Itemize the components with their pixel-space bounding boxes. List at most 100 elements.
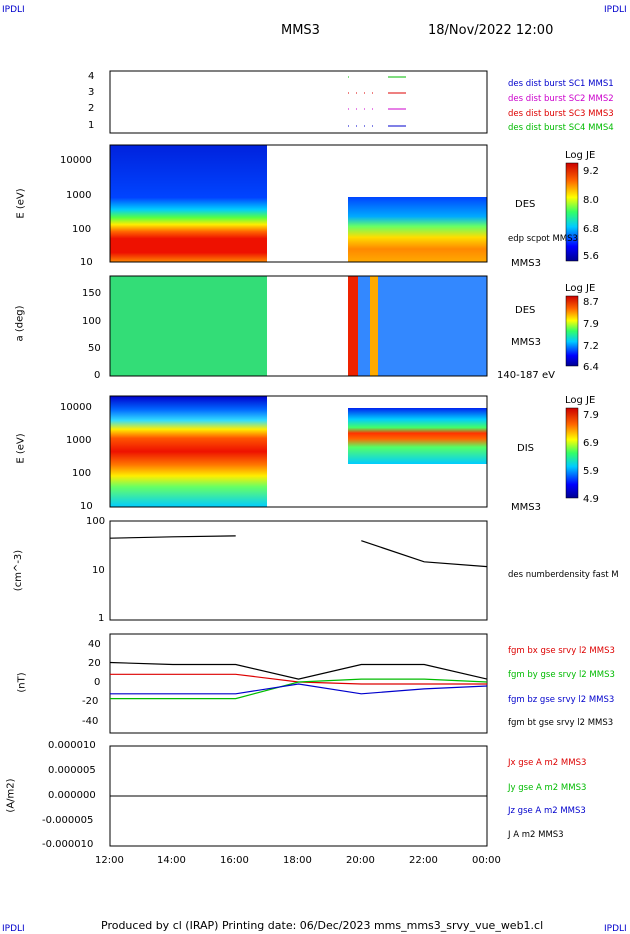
des-pitch-band [348, 276, 358, 376]
bfield-ytick: 0 [94, 677, 101, 688]
by-line [110, 678, 488, 700]
des-pitch-colorbar-tick: 6.4 [583, 362, 599, 373]
des-energy-colorbar-tick: 6.8 [583, 224, 599, 235]
des-pitch-band [370, 276, 378, 376]
corner-logo-bottom-left: IPDLI [2, 924, 25, 934]
current-ytick: 0.000010 [48, 740, 96, 751]
des-pitch-colorbar-title: Log JE [565, 283, 596, 294]
des-pitch-spectrogram-right [348, 276, 487, 376]
dis-energy-colorbar-tick: 7.9 [583, 410, 599, 421]
des-energy-colorbar-tick: 9.2 [583, 166, 599, 177]
current-panel [109, 745, 488, 847]
des-energy-panel [109, 144, 579, 263]
des-energy-instrument-label: DES [515, 199, 536, 210]
dis-energy-spectrogram-right [348, 408, 487, 464]
current-legend-jy: Jy gse A m2 MMS3 [508, 783, 587, 793]
des-energy-frame [109, 144, 488, 263]
bfield-ytick: 40 [88, 639, 101, 650]
bfield-ytick: -20 [82, 696, 99, 707]
current-ylabel: (A/m2) [5, 778, 17, 813]
des-pitch-spectrogram-left [110, 276, 267, 376]
dis-energy-spacecraft-label: MMS3 [511, 502, 541, 513]
dis-energy-frame [109, 395, 488, 508]
bfield-ylabel: (nT) [16, 672, 28, 693]
dis-energy-colorbar-tick: 5.9 [583, 466, 599, 477]
burst-legend-sc1: des dist burst SC1 MMS1 [508, 79, 614, 89]
density-ytick: 10 [92, 565, 105, 576]
des-energy-colorbar-tick: 5.6 [583, 251, 599, 262]
density-frame [109, 520, 488, 621]
density-ytick: 100 [86, 516, 106, 527]
des-pitch-frame [109, 275, 488, 377]
density-line [109, 535, 488, 568]
bz-line [110, 683, 488, 695]
burst-legend-sc2: des dist burst SC2 MMS2 [508, 94, 614, 104]
des-pitch-ytick: 0 [94, 370, 101, 381]
des-energy-ylabel: E (eV) [15, 188, 27, 219]
dis-energy-ylabel: E (eV) [15, 433, 27, 464]
footer-text: Produced by cl (IRAP) Printing date: 06/… [101, 919, 544, 932]
density-legend: des numberdensity fast M [508, 570, 619, 580]
des-pitch-instrument-label: DES [515, 305, 536, 316]
des-energy-colorbar [565, 162, 579, 262]
dis-energy-ytick: 100 [72, 468, 92, 479]
burst-ytick: 1 [88, 120, 95, 131]
dis-energy-colorbar-tick: 6.9 [583, 438, 599, 449]
x-tick-label: 18:00 [283, 855, 312, 866]
des-pitch-colorbar-tick: 8.7 [583, 297, 599, 308]
spacecraft-title: MMS3 [281, 23, 320, 38]
density-ylabel: (cm^-3) [13, 549, 25, 592]
des-energy-colorbar-tick: 8.0 [583, 195, 599, 206]
corner-logo-top-right: IPDLI [604, 5, 627, 15]
current-ytick: -0.000005 [42, 815, 94, 826]
x-tick-label: 20:00 [346, 855, 375, 866]
bfield-panel [109, 633, 488, 734]
des-energy-ytick: 10 [80, 257, 93, 268]
dis-energy-ytick: 10 [80, 501, 93, 512]
des-energy-overlay-label: edp scpot MMS3 [508, 234, 578, 244]
des-pitch-ytick: 150 [82, 288, 102, 299]
des-pitch-colorbar-tick: 7.9 [583, 319, 599, 330]
des-energy-colorbar-title: Log JE [565, 150, 596, 161]
dis-energy-colorbar [565, 407, 579, 499]
des-energy-spectrogram-left [110, 145, 267, 262]
bt-line [109, 661, 488, 680]
des-pitch-ytick: 100 [82, 316, 102, 327]
bfield-ytick: 20 [88, 658, 101, 669]
burst-ytick: 4 [88, 71, 95, 82]
burst-ytick: 3 [88, 87, 95, 98]
current-ytick: -0.000010 [42, 839, 94, 850]
des-pitch-panel [109, 275, 579, 377]
dis-energy-ytick: 1000 [66, 435, 92, 446]
burst-panel [109, 70, 488, 134]
burst-legend-sc3: des dist burst SC3 MMS3 [508, 109, 614, 119]
datetime-title: 18/Nov/2022 12:00 [428, 23, 554, 38]
des-pitch-spacecraft-label: MMS3 [511, 337, 541, 348]
des-energy-spacecraft-label: MMS3 [511, 258, 541, 269]
current-legend-jz: Jz gse A m2 MMS3 [508, 806, 586, 816]
density-ytick: 1 [98, 613, 105, 624]
x-tick-label: 14:00 [157, 855, 186, 866]
des-energy-spectrogram-right [348, 197, 487, 262]
burst-ytick: 2 [88, 103, 95, 114]
density-panel [109, 520, 488, 621]
current-legend-j: J A m2 MMS3 [508, 830, 564, 840]
current-ytick: 0.000000 [48, 790, 96, 801]
dis-energy-instrument-label: DIS [517, 443, 534, 454]
des-pitch-colorbar [565, 295, 579, 367]
bfield-legend-bz: fgm bz gse srvy l2 MMS3 [508, 695, 615, 705]
dis-energy-panel [109, 395, 579, 508]
dis-energy-ytick: 10000 [60, 402, 92, 413]
x-tick-label: 00:00 [472, 855, 501, 866]
x-tick-label: 12:00 [95, 855, 124, 866]
dis-energy-spectrogram-left [110, 396, 267, 507]
des-energy-ytick: 100 [72, 224, 92, 235]
dis-energy-colorbar-title: Log JE [565, 395, 596, 406]
x-tick-label: 16:00 [220, 855, 249, 866]
corner-logo-top-left: IPDLI [2, 5, 25, 15]
des-pitch-ytick: 50 [88, 343, 101, 354]
bfield-legend-bt: fgm bt gse srvy l2 MMS3 [508, 718, 614, 728]
des-energy-ytick: 10000 [60, 155, 92, 166]
bfield-legend-by: fgm by gse srvy l2 MMS3 [508, 670, 615, 680]
